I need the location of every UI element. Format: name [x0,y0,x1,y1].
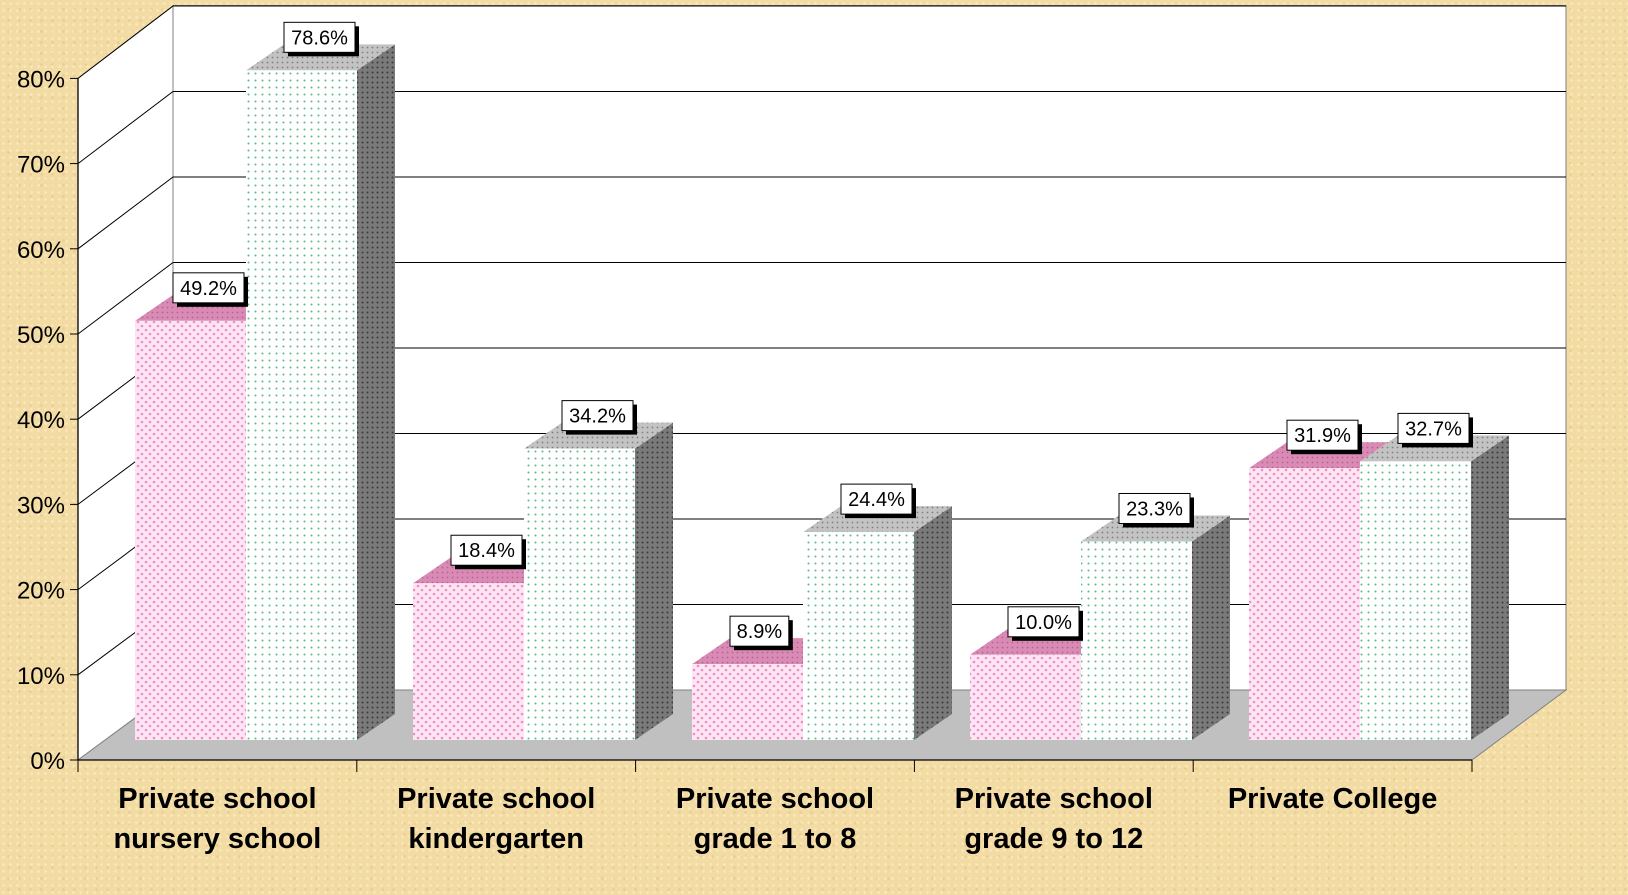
y-tick-label: 30% [17,492,65,519]
bar-side [357,44,395,740]
x-tick-label: Private school grade 1 to 8 [676,783,874,855]
data-label-text: 18.4% [458,540,515,562]
data-label-box [450,534,523,566]
y-tick-label: 60% [17,237,65,264]
data-label-box [561,400,634,432]
data-label-text: 34.2% [569,406,626,428]
data-label-box [172,272,245,304]
data-label-box [1397,412,1470,444]
y-tick-label: 40% [17,407,65,434]
x-tick-label: Private College [1228,783,1438,815]
data-label-text: 49.2% [180,278,237,300]
x-tick-label: Private school nursery school [113,783,321,855]
data-label: 23.3% [1118,492,1194,528]
data-label-text: 78.6% [291,27,348,49]
gridline [77,5,1566,79]
y-tick-label: 0% [30,748,65,775]
data-label: 31.9% [1286,419,1362,455]
bar [1249,442,1398,740]
data-label-box [1118,492,1191,524]
bar-face [803,532,914,740]
data-label-box [1007,606,1080,638]
bar-face [246,70,357,740]
bar-side [914,506,952,740]
gridline [77,176,1566,250]
bar-face [1360,461,1471,740]
y-tick-label: 10% [17,663,65,690]
y-tick-label: 80% [17,66,65,93]
bar [1360,435,1509,740]
data-label-box [1286,419,1359,451]
bar-side [635,422,673,740]
bar-face [135,320,246,740]
data-label-box [840,483,913,515]
bar [803,506,952,740]
bar-face [1249,468,1360,740]
bar-side [1192,515,1230,740]
y-tick-label: 70% [17,152,65,179]
data-label: 8.9% [729,615,793,651]
y-tick-label: 20% [17,578,65,605]
data-label-box [729,615,790,647]
gridline [77,262,1566,335]
y-tick-label: 50% [17,322,65,349]
data-label-text: 8.9% [737,621,783,643]
data-label-text: 23.3% [1126,498,1183,520]
data-label: 49.2% [172,272,248,307]
data-label-text: 10.0% [1015,612,1072,634]
bar-face [970,654,1081,740]
data-label: 78.6% [283,21,359,57]
bar-side [1471,435,1509,740]
bar [135,294,284,740]
bar-face [524,448,635,740]
bar [524,422,673,740]
data-label-text: 24.4% [848,489,905,511]
data-label: 10.0% [1007,606,1083,641]
data-label: 18.4% [450,534,526,570]
data-label-text: 32.7% [1405,418,1462,440]
data-label: 24.4% [840,483,916,519]
data-label-box [283,21,356,53]
data-label-text: 31.9% [1294,425,1351,447]
bar-face [1081,541,1192,740]
bar-face [692,664,803,740]
gridline [77,91,1566,164]
bar [1081,515,1230,740]
bar [246,44,395,740]
data-label: 32.7% [1397,412,1473,448]
data-label: 34.2% [561,400,637,435]
bar-face [413,583,524,740]
x-tick-label: Private school kindergarten [397,783,595,855]
x-tick-label: Private school grade 9 to 12 [955,783,1153,855]
